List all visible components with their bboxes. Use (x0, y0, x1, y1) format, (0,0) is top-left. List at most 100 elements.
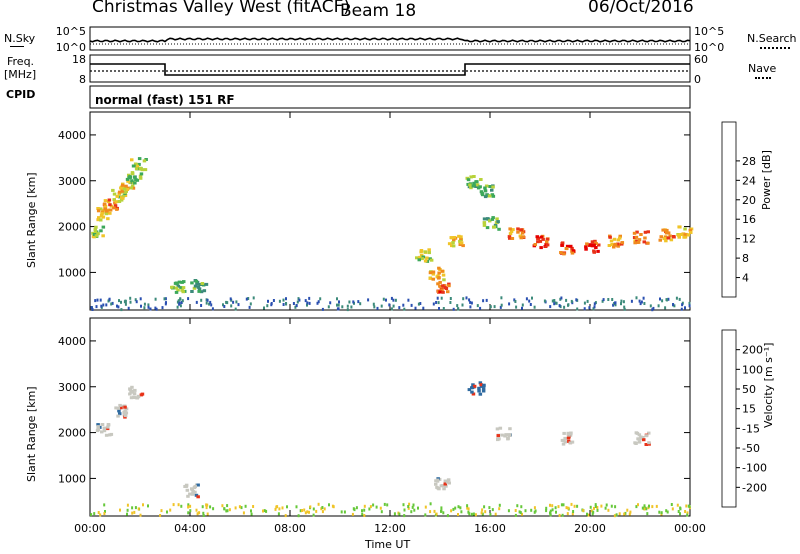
velocity-ground-cell (635, 505, 638, 509)
velocity-data-cell (477, 386, 481, 390)
velocity-ground-cell (262, 509, 264, 513)
power-data-cell (122, 187, 127, 191)
velocity-ground-cell (481, 512, 484, 516)
velocity-ground-cell (474, 513, 477, 517)
power-data-cell (439, 287, 444, 290)
power-data-cell (474, 185, 478, 188)
power-ground-cell (110, 302, 113, 306)
velocity-cbar-tick-label: -50 (742, 442, 760, 455)
power-ground-cell (270, 303, 273, 307)
power-data-cell (570, 246, 574, 250)
velocity-ground-cell (615, 513, 618, 517)
power-data-cell (584, 247, 588, 251)
power-data-cell (134, 178, 138, 182)
power-data-cell (128, 181, 132, 185)
power-data-cell (101, 208, 106, 212)
velocity-data-cell (481, 387, 486, 391)
power-ground-cell (134, 298, 137, 302)
velocity-ground-cell (93, 512, 96, 516)
velocity-ground-cell (565, 506, 568, 510)
velocity-ground-cell (133, 510, 136, 514)
power-data-cell (198, 283, 202, 286)
velocity-ground-cell (507, 509, 510, 513)
velocity-ground-cell (582, 509, 585, 512)
velocity-ground-cell (679, 506, 682, 510)
power-data-cell (510, 237, 515, 240)
power-ground-cell (635, 296, 638, 300)
velocity-data-cell (196, 483, 200, 487)
velocity-ground-cell (304, 511, 307, 515)
power-ground-cell (154, 297, 157, 301)
power-data-cell (99, 214, 104, 218)
power-data-cell (480, 193, 485, 197)
velocity-ground-cell (252, 505, 255, 508)
velocity-data-cell (498, 426, 503, 430)
power-data-cell (190, 281, 194, 285)
velocity-cbar-tick-label: 50 (742, 383, 756, 396)
power-ground-cell (272, 299, 275, 302)
power-ground-cell (583, 307, 586, 311)
power-ground-cell (639, 302, 642, 306)
power-data-cell (119, 198, 124, 202)
power-data-cell (686, 233, 691, 237)
velocity-ground-cell (600, 504, 603, 508)
velocity-ground-cell (594, 503, 597, 507)
freq-strip-frame (89, 54, 691, 83)
power-ground-cell (607, 298, 610, 301)
power-ground-cell (96, 298, 99, 302)
noise-strip-frame (89, 26, 691, 51)
power-ground-cell (432, 302, 435, 306)
power-data-cell (592, 249, 596, 253)
power-data-cell (107, 198, 112, 202)
power-ground-cell (200, 304, 203, 307)
power-data-cell (637, 238, 642, 242)
power-ground-cell (440, 296, 443, 300)
power-ground-cell (543, 299, 546, 303)
velocity-data-cell (119, 406, 123, 410)
power-ground-cell (675, 296, 678, 300)
power-data-cell (450, 236, 454, 240)
freq-trace (90, 63, 690, 76)
power-ground-cell (359, 302, 362, 306)
velocity-ground-cell (90, 513, 93, 517)
power-data-cell (423, 250, 427, 254)
power-ground-cell (164, 297, 167, 301)
power-data-cell (661, 228, 665, 232)
power-data-cell (508, 227, 512, 231)
velocity-ground-cell (562, 503, 565, 507)
power-data-cell (491, 216, 495, 220)
power-ground-cell (489, 305, 492, 309)
power-data-cell (113, 204, 118, 208)
velocity-ground-cell (524, 509, 527, 513)
beam-label: Beam 18 (340, 1, 417, 21)
power-data-cell (438, 290, 442, 294)
velocity-ground-cell (549, 513, 552, 517)
power-ground-cell (392, 304, 395, 308)
power-ground-cell (398, 306, 401, 310)
power-ground-cell (643, 302, 646, 305)
power-data-cell (130, 179, 134, 183)
power-data-cell (616, 242, 620, 246)
velocity-ground-cell (592, 510, 595, 514)
power-data-cell (587, 243, 592, 247)
power-data-cell (134, 167, 139, 171)
velocity-ground-cell (466, 504, 469, 508)
velocity-ground-cell (303, 508, 306, 512)
power-data-cell (131, 186, 136, 190)
power-ground-cell (205, 301, 208, 305)
velocity-data-cell (568, 441, 573, 445)
power-data-cell (137, 162, 141, 166)
power-ground-cell (232, 300, 235, 304)
power-data-cell (678, 225, 682, 229)
xtick-label: 12:00 (374, 522, 406, 535)
power-ground-cell (465, 296, 468, 300)
velocity-ground-cell (643, 504, 646, 508)
power-data-cell (618, 234, 622, 238)
velocity-data-cell (471, 392, 476, 396)
power-data-cell (174, 286, 178, 290)
power-data-cell (130, 171, 135, 175)
power-panel-frame (89, 111, 691, 311)
velocity-ground-cell (240, 506, 243, 510)
velocity-data-cell (446, 478, 451, 482)
power-ground-cell (638, 299, 641, 303)
